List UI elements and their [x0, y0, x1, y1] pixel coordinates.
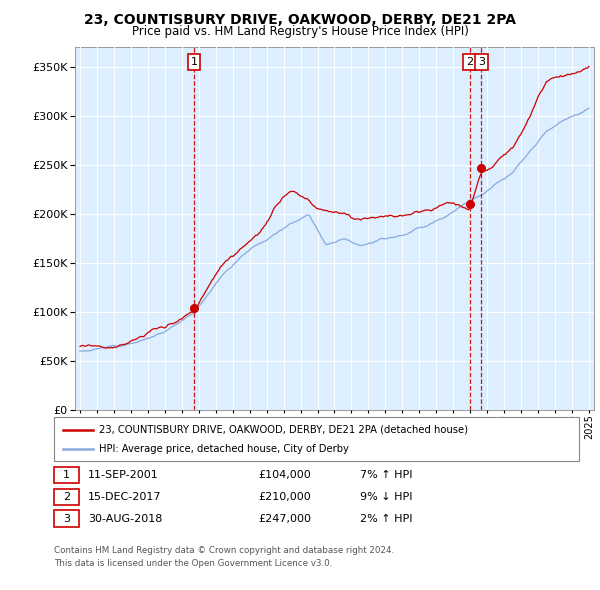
Text: 23, COUNTISBURY DRIVE, OAKWOOD, DERBY, DE21 2PA (detached house): 23, COUNTISBURY DRIVE, OAKWOOD, DERBY, D…: [99, 425, 468, 434]
Text: 3: 3: [478, 57, 485, 67]
Text: 1: 1: [63, 470, 70, 480]
Text: 1: 1: [191, 57, 197, 67]
Text: 3: 3: [63, 514, 70, 523]
Text: 23, COUNTISBURY DRIVE, OAKWOOD, DERBY, DE21 2PA: 23, COUNTISBURY DRIVE, OAKWOOD, DERBY, D…: [84, 13, 516, 27]
Text: £210,000: £210,000: [258, 492, 311, 502]
Text: 2: 2: [466, 57, 473, 67]
Text: 15-DEC-2017: 15-DEC-2017: [88, 492, 162, 502]
Text: £247,000: £247,000: [258, 514, 311, 523]
Text: This data is licensed under the Open Government Licence v3.0.: This data is licensed under the Open Gov…: [54, 559, 332, 568]
Text: 2: 2: [63, 492, 70, 502]
Text: 2% ↑ HPI: 2% ↑ HPI: [360, 514, 413, 523]
Text: 9% ↓ HPI: 9% ↓ HPI: [360, 492, 413, 502]
Text: 30-AUG-2018: 30-AUG-2018: [88, 514, 163, 523]
Text: Contains HM Land Registry data © Crown copyright and database right 2024.: Contains HM Land Registry data © Crown c…: [54, 546, 394, 555]
Text: Price paid vs. HM Land Registry's House Price Index (HPI): Price paid vs. HM Land Registry's House …: [131, 25, 469, 38]
Text: 11-SEP-2001: 11-SEP-2001: [88, 470, 159, 480]
Text: 7% ↑ HPI: 7% ↑ HPI: [360, 470, 413, 480]
Text: HPI: Average price, detached house, City of Derby: HPI: Average price, detached house, City…: [99, 444, 349, 454]
Text: £104,000: £104,000: [258, 470, 311, 480]
